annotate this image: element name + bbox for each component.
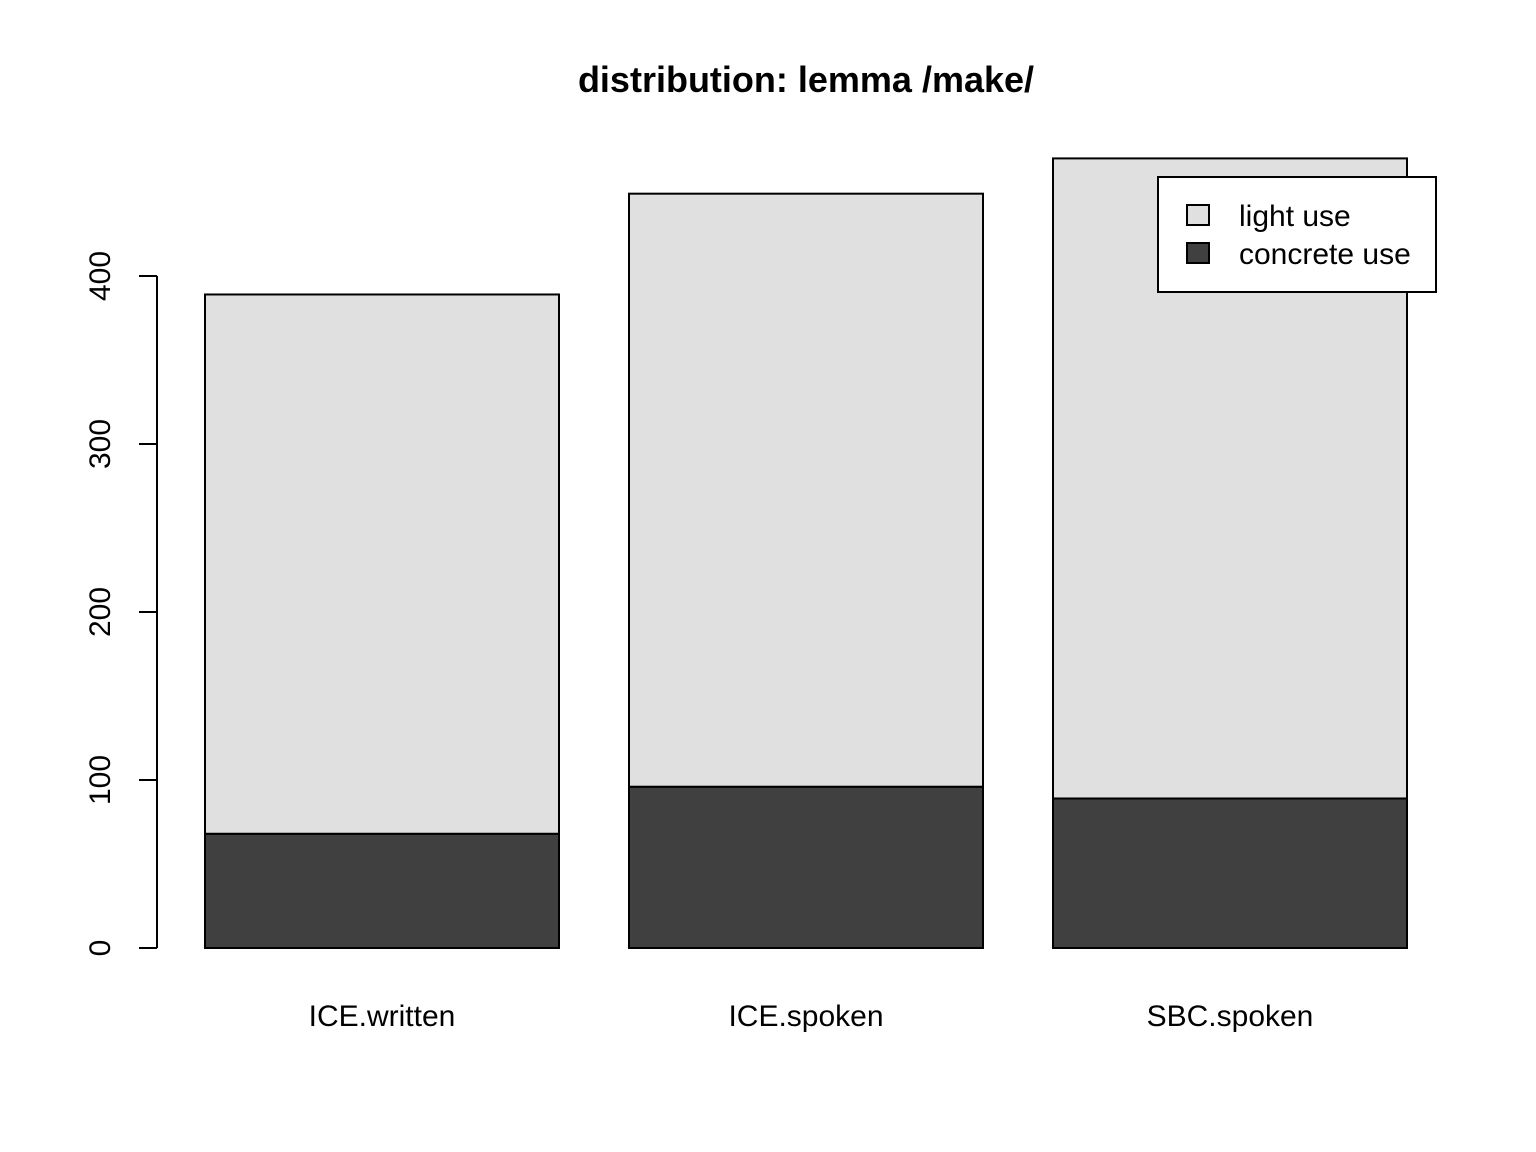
legend: light use concrete use: [1157, 176, 1437, 293]
y-tick-label: 400: [84, 251, 117, 301]
chart-title: distribution: lemma /make/: [578, 59, 1034, 100]
x-category-label: SBC.spoken: [1147, 1000, 1314, 1033]
y-tick-label: 100: [84, 755, 117, 805]
bar-segment-concrete-use: [628, 785, 984, 949]
y-tick-label: 300: [84, 419, 117, 469]
legend-label: concrete use: [1239, 238, 1411, 271]
bar-segment-light-use: [204, 293, 560, 835]
x-category-label: ICE.written: [309, 1000, 456, 1033]
bar-segment-light-use: [628, 192, 984, 788]
legend-label: light use: [1239, 200, 1351, 233]
y-tick-label: 200: [84, 587, 117, 637]
legend-swatch: [1186, 242, 1210, 264]
x-category-label: ICE.spoken: [728, 1000, 883, 1033]
legend-swatch: [1186, 204, 1210, 226]
x-axis-labels: ICE.written ICE.spoken SBC.spoken: [309, 1000, 1314, 1033]
y-axis: 0 100 200 300 400: [84, 251, 158, 957]
bar-segment-concrete-use: [1052, 797, 1408, 949]
y-tick-label: 0: [84, 940, 117, 957]
bar-segment-concrete-use: [204, 832, 560, 950]
legend-box: [1157, 176, 1437, 293]
